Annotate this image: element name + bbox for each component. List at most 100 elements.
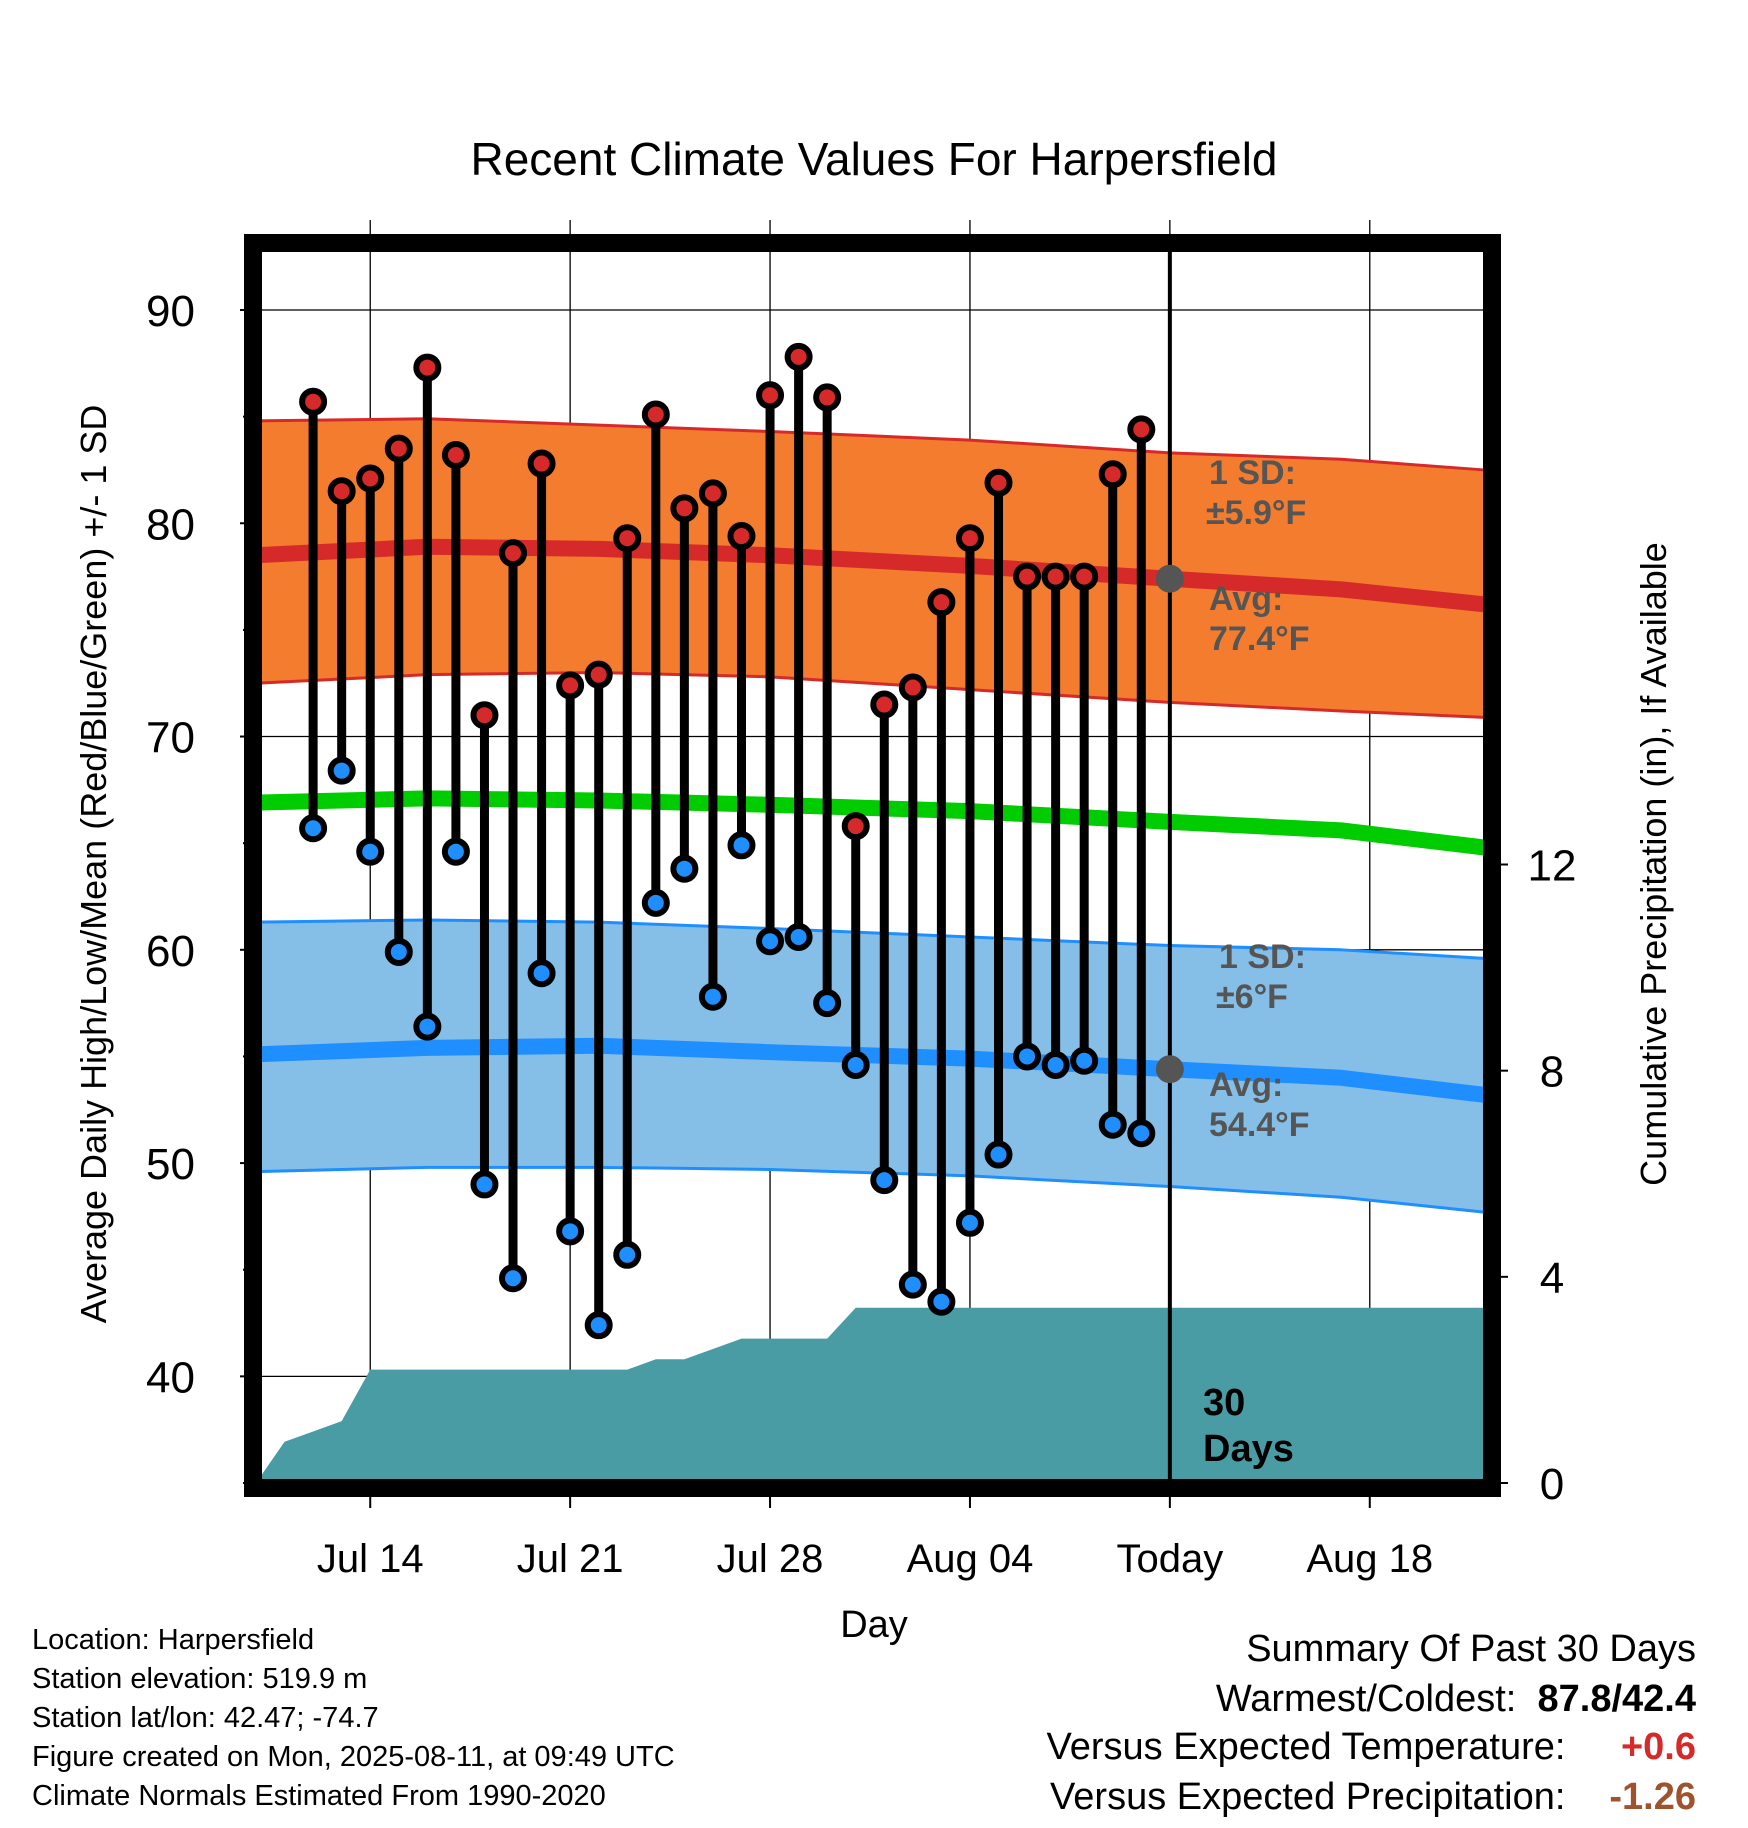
high-avg-label: Avg: xyxy=(1209,580,1283,618)
high-point xyxy=(955,524,984,553)
location-text: Location: Harpersfield xyxy=(32,1624,315,1656)
y2-tick-label: 12 xyxy=(1528,842,1577,891)
low-point xyxy=(527,959,556,988)
warm-cold-label: Warmest/Coldest: xyxy=(1215,1678,1517,1720)
precip-value: -1.26 xyxy=(1609,1776,1696,1818)
x-tick-label: Aug 04 xyxy=(907,1537,1034,1581)
high-point xyxy=(927,588,956,617)
high-avg-value: 77.4°F xyxy=(1209,620,1310,658)
grid-lines xyxy=(256,220,1484,1483)
days-word: Days xyxy=(1203,1428,1294,1470)
summary-temp: Versus Expected Temperature: +0.6 xyxy=(1047,1728,1696,1766)
low-sd-label: 1 SD: xyxy=(1219,938,1306,976)
low-point xyxy=(1070,1046,1099,1075)
low-point xyxy=(613,1240,642,1269)
high-sd-label: 1 SD: xyxy=(1209,454,1296,492)
high-point xyxy=(641,400,670,429)
high-point xyxy=(1070,562,1099,591)
low-point xyxy=(670,854,699,883)
low-point xyxy=(470,1170,499,1199)
low-sd-band xyxy=(256,919,1484,1213)
y-axis-label: Average Daily High/Low/Mean (Red/Blue/Gr… xyxy=(73,405,114,1324)
axes: 40 50 60 70 80 90 0 4 8 12 Jul 14 Jul 21 Jul 28 Aug 0… xyxy=(146,287,1576,1581)
high-point xyxy=(413,353,442,382)
low-point xyxy=(841,1050,870,1079)
summary-precip: Versus Expected Precipitation: -1.26 xyxy=(1050,1778,1696,1816)
summary-title: Summary Of Past 30 Days xyxy=(1246,1628,1696,1670)
high-point xyxy=(556,671,585,700)
high-point xyxy=(527,449,556,478)
precip-area-group xyxy=(256,1307,1484,1483)
low-point xyxy=(499,1264,528,1293)
high-point xyxy=(870,690,899,719)
low-point xyxy=(356,837,385,866)
high-point xyxy=(670,494,699,523)
precip-area xyxy=(256,1307,1484,1483)
low-point xyxy=(1127,1119,1156,1148)
high-point xyxy=(356,464,385,493)
low-point xyxy=(898,1270,927,1299)
low-point xyxy=(813,989,842,1018)
y-tick-label: 50 xyxy=(146,1140,195,1189)
high-point xyxy=(1127,415,1156,444)
y-tick-label: 80 xyxy=(146,500,195,549)
low-avg-line xyxy=(255,1037,1485,1103)
daily-points xyxy=(299,342,1156,1340)
x-tick-label: Jul 28 xyxy=(717,1537,824,1581)
x-tick-label: Jul 14 xyxy=(317,1537,424,1581)
low-point xyxy=(756,927,785,956)
x-tick-label: Jul 21 xyxy=(517,1537,624,1581)
high-avg-marker xyxy=(1155,564,1184,593)
normals-text: Climate Normals Estimated From 1990-2020 xyxy=(32,1780,606,1812)
low-point xyxy=(698,982,727,1011)
y-tick-label: 60 xyxy=(146,927,195,976)
temp-value: +0.6 xyxy=(1620,1726,1696,1768)
y-tick-label: 40 xyxy=(146,1353,195,1402)
high-sd-value: ±5.9°F xyxy=(1206,494,1306,532)
high-point xyxy=(384,434,413,463)
elevation-text: Station elevation: 519.9 m xyxy=(32,1663,368,1695)
high-point xyxy=(499,539,528,568)
high-point xyxy=(898,673,927,702)
low-sd-value: ±6°F xyxy=(1216,978,1288,1016)
low-point xyxy=(870,1166,899,1195)
days-count: 30 xyxy=(1203,1382,1245,1424)
low-avg-label: Avg: xyxy=(1209,1066,1283,1104)
summary-warm-cold: Warmest/Coldest: 87.8/42.4 xyxy=(1216,1680,1696,1718)
temp-label: Versus Expected Temperature: xyxy=(1046,1726,1566,1768)
low-point xyxy=(784,923,813,952)
x-axis-label: Day xyxy=(840,1604,908,1646)
high-point xyxy=(698,479,727,508)
low-point xyxy=(641,888,670,917)
low-point xyxy=(727,831,756,860)
high-point xyxy=(1098,460,1127,489)
low-point xyxy=(927,1287,956,1316)
x-tick-label: Today xyxy=(1116,1537,1223,1581)
low-point xyxy=(984,1140,1013,1169)
high-point xyxy=(841,812,870,841)
y-tick-label: 90 xyxy=(146,287,195,336)
high-point xyxy=(584,660,613,689)
y2-tick-label: 8 xyxy=(1540,1048,1564,1097)
high-point xyxy=(1013,562,1042,591)
low-point xyxy=(1013,1042,1042,1071)
high-sd-upper-line xyxy=(255,417,1485,472)
high-point xyxy=(327,477,356,506)
high-point xyxy=(1041,562,1070,591)
y-tick-label: 70 xyxy=(146,714,195,763)
x-tick-label: Aug 18 xyxy=(1306,1537,1433,1581)
low-point xyxy=(584,1311,613,1340)
low-sd-lower-line xyxy=(255,1165,1485,1214)
chart-title: Recent Climate Values For Harpersfield xyxy=(470,133,1277,185)
high-point xyxy=(441,441,470,470)
low-avg-marker xyxy=(1155,1055,1184,1084)
mean-line xyxy=(255,790,1485,856)
warm-cold-separator: / xyxy=(1611,1678,1623,1720)
y2-axis-label: Cumulative Precipitation (in), If Availa… xyxy=(1633,542,1674,1186)
low-point xyxy=(1041,1050,1070,1079)
high-point xyxy=(470,701,499,730)
low-point xyxy=(556,1217,585,1246)
high-point xyxy=(813,383,842,412)
